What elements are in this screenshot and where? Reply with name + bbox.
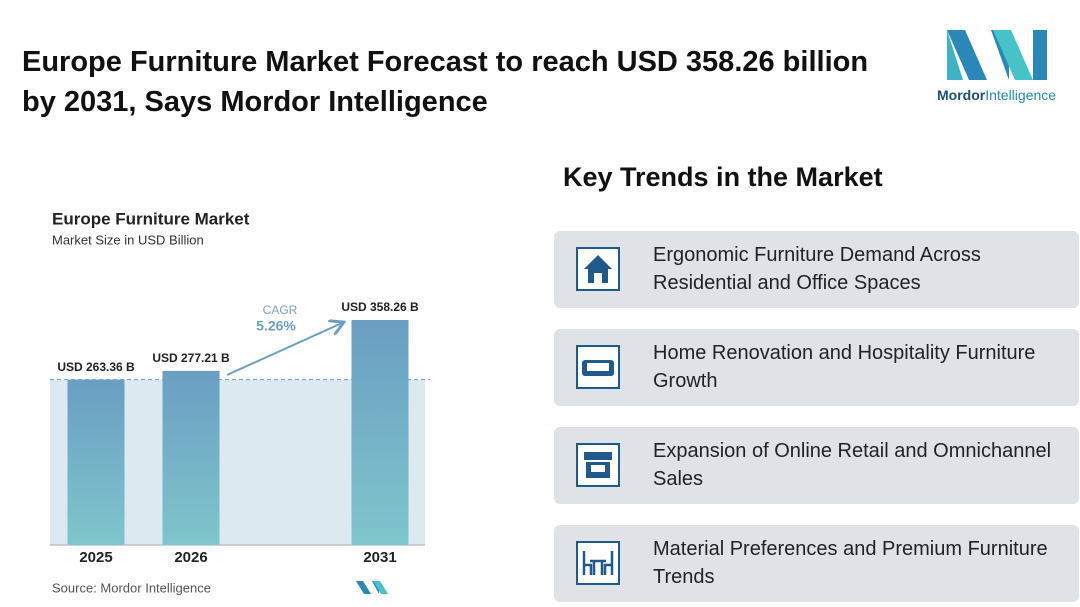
value-label: USD 263.36 B xyxy=(57,360,135,374)
icon xyxy=(576,541,620,585)
trend-text: Material Preferences and Premium Furnitu… xyxy=(653,538,1048,588)
bar xyxy=(67,379,125,545)
cagr-arrow xyxy=(226,323,342,376)
source: Source: Mordor Intelligence xyxy=(52,580,211,595)
logo: MordorIntelligence xyxy=(937,30,1056,103)
value-label: USD 277.21 B xyxy=(152,351,230,365)
cagr-value: 5.26% xyxy=(256,318,296,334)
trend-card: Home Renovation and Hospitality Furnitur… xyxy=(554,329,1079,406)
bar xyxy=(162,370,220,545)
x-tick-label: 2026 xyxy=(174,549,207,566)
chart-title: Europe Furniture Market xyxy=(52,209,250,228)
trend-text: Ergonomic Furniture Demand Across Reside… xyxy=(653,244,981,294)
bar xyxy=(351,320,409,545)
x-tick-label: 2031 xyxy=(363,549,396,566)
icon xyxy=(576,345,620,389)
value-label: USD 358.26 B xyxy=(341,300,419,314)
trend-card: Material Preferences and Premium Furnitu… xyxy=(554,525,1079,602)
page-title: Europe Furniture Market Forecast to reac… xyxy=(22,46,869,118)
cagr-label: CAGR xyxy=(263,303,298,317)
trends-title: Key Trends in the Market xyxy=(563,162,883,192)
icon xyxy=(576,247,620,291)
chart-subtitle: Market Size in USD Billion xyxy=(52,232,204,247)
trend-card: Expansion of Online Retail and Omnichann… xyxy=(554,427,1079,504)
trend-card: Ergonomic Furniture Demand Across Reside… xyxy=(554,231,1079,308)
logo-text: MordorIntelligence xyxy=(937,87,1056,103)
trend-text: Home Renovation and Hospitality Furnitur… xyxy=(653,342,1036,392)
chart: Europe Furniture Market Market Size in U… xyxy=(50,209,430,595)
small-logo xyxy=(356,581,388,594)
trend-text: Expansion of Online Retail and Omnichann… xyxy=(653,440,1052,490)
icon xyxy=(576,443,620,487)
x-tick-label: 2025 xyxy=(79,549,112,566)
